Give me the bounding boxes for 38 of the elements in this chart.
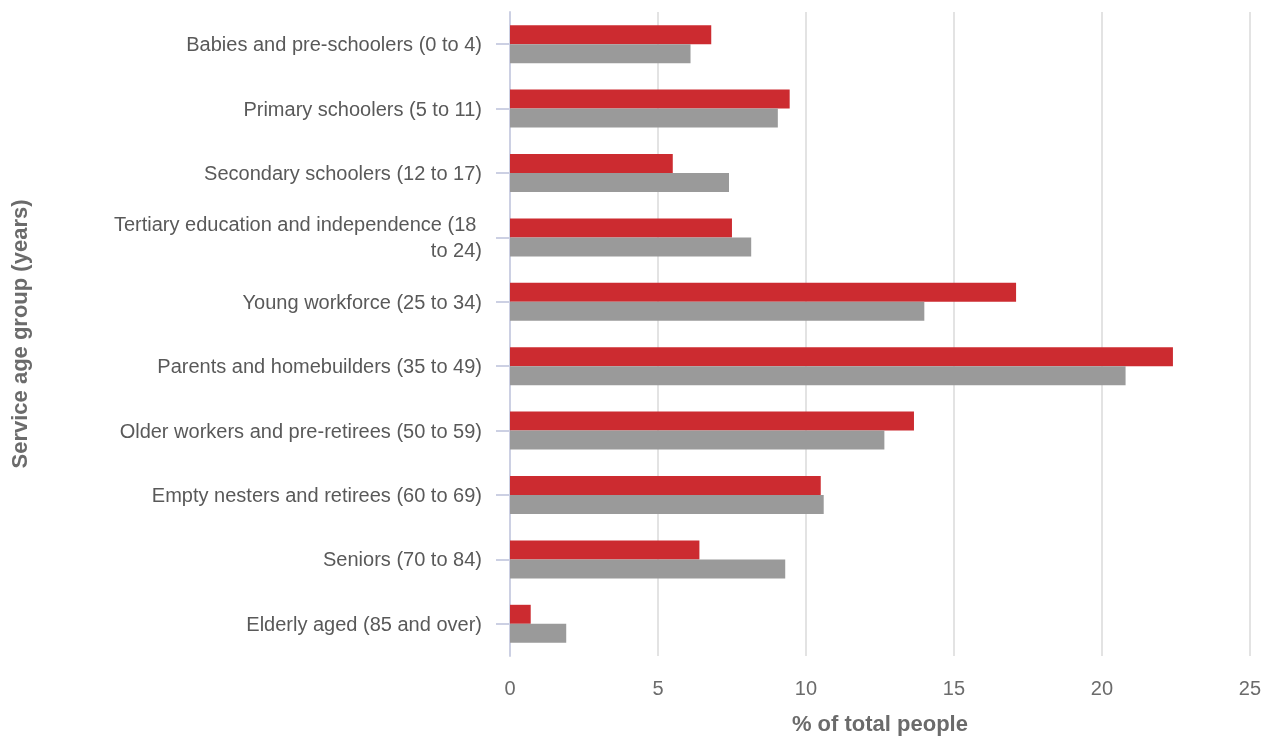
y-tick-label: Parents and homebuilders (35 to 49) xyxy=(157,355,482,378)
bar xyxy=(510,540,700,560)
bar xyxy=(510,411,914,431)
y-axis-title: Service age group (years) xyxy=(6,199,32,469)
bar xyxy=(510,108,778,128)
x-tick-label: 5 xyxy=(652,677,664,699)
y-tick-label: Secondary schoolers (12 to 17) xyxy=(204,162,482,184)
y-tick-label: Seniors (70 to 84) xyxy=(323,548,482,571)
y-tick-label: Empty nesters and retirees (60 to 69) xyxy=(151,484,482,506)
bar xyxy=(510,495,824,514)
bar xyxy=(510,173,729,192)
bar xyxy=(510,347,1173,367)
y-tick-label: Older workers and pre-retirees (50 to 59) xyxy=(119,419,482,442)
x-tick-label: 10 xyxy=(794,677,818,699)
y-tick-label: Elderly aged (85 and over) xyxy=(246,612,482,635)
bar xyxy=(510,559,786,579)
y-tick-label: Babies and pre-schoolers (0 to 4) xyxy=(186,33,482,56)
bar xyxy=(510,366,1126,386)
bar xyxy=(510,237,752,257)
bar xyxy=(510,282,1017,302)
bar xyxy=(510,25,712,45)
x-tick-label: 0 xyxy=(504,677,516,699)
bar xyxy=(510,604,531,624)
bar xyxy=(510,154,673,173)
x-tick-label: 25 xyxy=(1238,677,1261,699)
x-tick-label: 20 xyxy=(1090,677,1114,699)
bar xyxy=(510,623,567,643)
bar xyxy=(510,476,821,495)
y-tick-label: Young workforce (25 to 34) xyxy=(242,290,482,313)
y-tick-label: Primary schoolers (5 to 11) xyxy=(243,97,482,120)
x-tick-label: 15 xyxy=(942,677,966,699)
x-axis-title: % of total people xyxy=(791,710,968,736)
bar xyxy=(510,430,885,450)
bar xyxy=(510,301,925,321)
bar xyxy=(510,218,732,238)
bar xyxy=(510,44,691,64)
bar xyxy=(510,89,790,109)
y-tick-label: Tertiary education and independence (18 to 24) xyxy=(113,213,482,262)
